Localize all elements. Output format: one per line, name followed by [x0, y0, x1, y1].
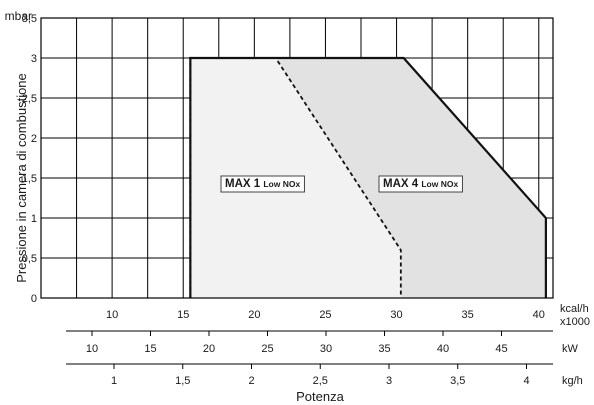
x-unit-kcal: kcal/h	[560, 303, 589, 315]
y-unit-label: mbar	[5, 9, 32, 23]
y-tick-label: 1,5	[22, 173, 37, 185]
series-label-sub: Low NOx	[263, 179, 300, 189]
series-label-main: MAX 4	[383, 178, 421, 190]
x-tick-label-kw: 10	[86, 343, 98, 355]
x-tick-label-kcal: 30	[390, 309, 402, 321]
x-tick-label-kgh: 3,5	[450, 375, 465, 387]
x-tick-label-kw: 45	[495, 343, 507, 355]
x-tick-label-kw: 20	[203, 343, 215, 355]
x-tick-label-kcal: 10	[106, 309, 118, 321]
x-tick-label-kgh: 2	[248, 375, 254, 387]
series-label-text: MAX 1 Low NOx	[225, 178, 300, 190]
x-tick-label-kw: 25	[261, 343, 273, 355]
x-tick-label-kgh: 1,5	[175, 375, 190, 387]
plot-border	[40, 17, 554, 299]
x-unit-kw: kW	[562, 343, 579, 355]
y-axis: mbar Pressione in camera di combustione …	[5, 9, 37, 305]
area-outline-1	[189, 57, 402, 298]
x-unit-kgh: kg/h	[562, 375, 583, 387]
series-label-text: MAX 4 Low NOx	[383, 178, 458, 190]
x-tick-label-kw: 35	[378, 343, 390, 355]
area-outline-0	[189, 56, 547, 298]
series-label-main: MAX 1	[225, 178, 263, 190]
x-tick-label-kcal: 35	[462, 309, 474, 321]
y-tick-label: 0	[31, 293, 37, 305]
y-tick-label: 2	[31, 133, 37, 145]
series-label-box	[220, 175, 305, 193]
plot-frame	[40, 17, 554, 299]
x-tick-label-kgh: 3	[386, 375, 392, 387]
x-axis-title: Potenza	[296, 389, 344, 404]
x-tick-label-kw: 30	[320, 343, 332, 355]
y-tick-label: 2,5	[22, 93, 37, 105]
series-label-1: MAX 1 Low NOx	[220, 175, 305, 193]
x-tick-label-kgh: 1	[111, 375, 117, 387]
x-tick-label-kcal: 40	[533, 309, 545, 321]
series-label-box	[378, 175, 463, 193]
x-tick-label-kw: 40	[437, 343, 449, 355]
y-tick-label: 0,5	[22, 253, 37, 265]
x-tick-label-kw: 15	[144, 343, 156, 355]
series-label-0: MAX 4 Low NOx	[378, 175, 463, 193]
x-unit-kcal-multiplier: x1000	[560, 316, 590, 328]
x-tick-label-kcal: 25	[319, 309, 331, 321]
x-tick-label-kcal: 20	[248, 309, 260, 321]
series-label-sub: Low NOx	[421, 179, 458, 189]
x-tick-label-kgh: 4	[523, 375, 529, 387]
y-axis-title: Pressione in camera di combustione	[14, 73, 29, 283]
x-tick-label-kcal: 15	[177, 309, 189, 321]
x-tick-label-kgh: 2,5	[313, 375, 328, 387]
y-tick-label: 3	[31, 53, 37, 65]
y-tick-label: 1	[31, 213, 37, 225]
y-tick-label: 3,5	[22, 13, 37, 25]
